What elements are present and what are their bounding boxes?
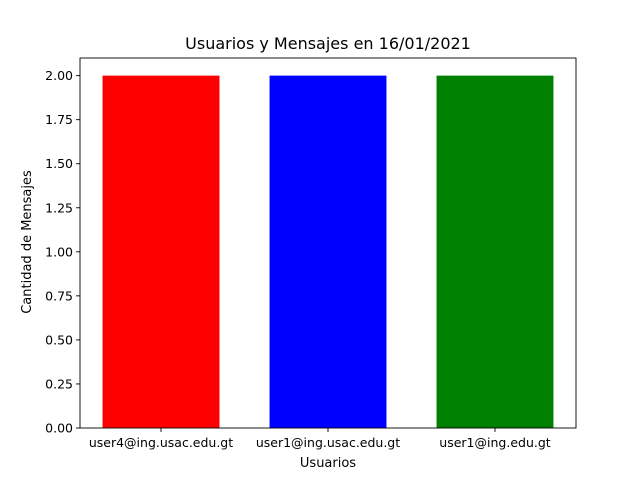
y-tick-label: 0.25 (45, 376, 73, 391)
x-ticks-layer: user4@ing.usac.edu.gt user1@ing.usac.edu.… (89, 428, 551, 450)
y-tick-label: 0.75 (45, 288, 73, 303)
x-tick-label: user1@ing.usac.edu.gt (256, 435, 400, 450)
y-tick-label: 0.50 (45, 332, 73, 347)
y-axis-label: Cantidad de Mensajes (20, 170, 35, 314)
bar (436, 75, 554, 428)
y-tick-label: 2.00 (45, 68, 73, 83)
chart-title: Usuarios y Mensajes en 16/01/2021 (185, 34, 471, 53)
bar (269, 75, 387, 428)
y-tick-label: 1.25 (45, 200, 73, 215)
y-tick-label: 1.75 (45, 112, 73, 127)
bars-layer (102, 75, 554, 428)
y-tick-label: 0.00 (45, 421, 73, 436)
bar (102, 75, 220, 428)
x-axis-label: Usuarios (300, 456, 356, 471)
y-tick-label: 1.50 (45, 156, 73, 171)
x-tick-label: user4@ing.usac.edu.gt (89, 435, 233, 450)
y-ticks-layer: 0.00 0.25 0.50 0.75 1.00 1.25 1.50 1.75 2.00 (45, 68, 80, 436)
x-tick-label: user1@ing.edu.gt (439, 435, 550, 450)
y-tick-label: 1.00 (45, 244, 73, 259)
